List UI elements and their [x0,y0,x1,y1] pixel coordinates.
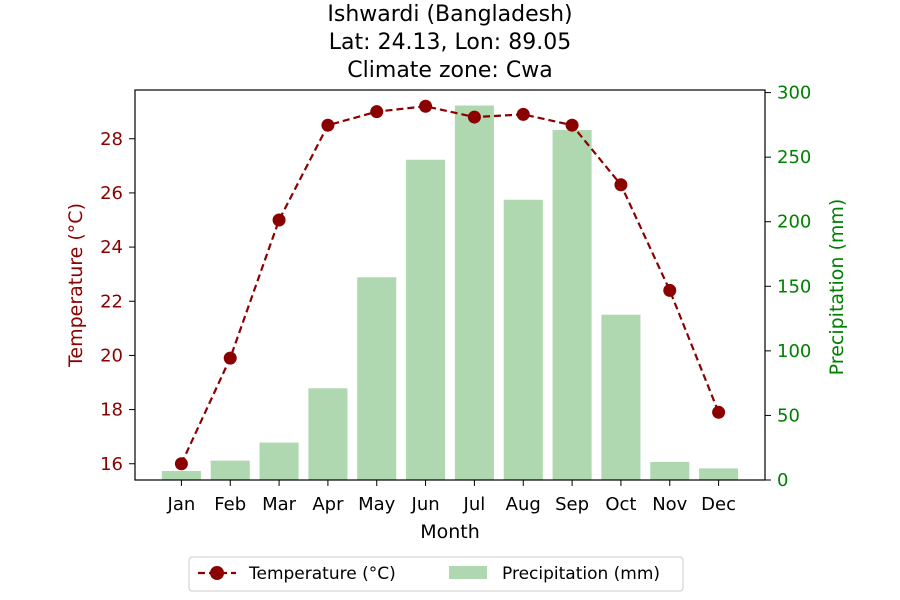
right-tick-label: 0 [777,470,788,491]
legend-precipitation-label: Precipitation (mm) [502,564,660,584]
left-tick-label: 26 [100,183,123,204]
temperature-point-dec [712,405,726,419]
temperature-line [174,99,726,471]
left-tick-label: 20 [100,345,123,366]
legend-frame [188,556,684,592]
x-tick-label-may: May [358,494,396,515]
x-tick-label-sep: Sep [555,494,589,515]
right-tick-label: 300 [777,83,811,104]
temperature-point-mar [272,213,286,227]
temperature-point-sep [565,118,579,132]
x-tick-label-jul: Jul [463,494,486,515]
y-axis-label-temperature: Temperature (°C) [65,203,87,368]
legend-precipitation-swatch [449,566,487,579]
temperature-point-aug [516,107,530,121]
temperature-point-jun [419,99,433,113]
precip-bar-feb [210,460,250,480]
precip-bar-jan [161,470,201,480]
left-tick-label: 16 [100,454,123,475]
temperature-point-feb [223,351,237,365]
right-tick-label: 100 [777,341,811,362]
left-tick-label: 24 [100,237,123,258]
x-tick-label-feb: Feb [214,494,246,515]
legend-temperature-label: Temperature (°C) [248,564,396,584]
chart-title: Ishwardi (Bangladesh) Lat: 24.13, Lon: 8… [327,2,572,83]
precip-bar-nov [650,461,690,480]
temperature-point-may [370,105,384,119]
precip-bar-may [357,277,397,480]
precip-bar-dec [699,468,739,480]
title-line-coordinates: Lat: 24.13, Lon: 89.05 [329,30,571,55]
precip-bar-mar [259,442,299,480]
precip-bar-jun [406,159,446,480]
precip-bar-sep [552,130,592,480]
x-tick-label-jan: Jan [167,494,196,515]
precip-bar-jul [454,105,494,480]
x-tick-label-aug: Aug [506,494,541,515]
right-tick-label: 50 [777,405,800,426]
temperature-point-jan [174,457,188,471]
left-tick-label: 28 [100,129,123,150]
precipitation-bars [161,105,739,480]
x-axis-label: Month [420,521,480,543]
right-tick-label: 250 [777,147,811,168]
precip-bar-aug [503,199,543,480]
title-line-location: Ishwardi (Bangladesh) [327,2,572,27]
legend: Temperature (°C) Precipitation (mm) [188,556,684,592]
axes: 16 18 20 22 24 26 28 0 50 100 150 200 250 300 Jan Feb Ma… [100,83,811,515]
temperature-point-nov [663,283,677,297]
plot-frame [134,89,766,481]
precip-bar-oct [601,314,641,480]
x-tick-label-nov: Nov [652,494,687,515]
title-line-climate-zone: Climate zone: Cwa [347,58,552,83]
x-tick-label-mar: Mar [262,494,297,515]
precip-bar-apr [308,388,348,480]
right-tick-label: 150 [777,276,811,297]
left-tick-label: 22 [100,291,123,312]
legend-temperature-marker [210,566,224,580]
temperature-point-jul [467,110,481,124]
x-tick-label-dec: Dec [701,494,736,515]
x-tick-label-apr: Apr [312,494,344,515]
y-axis-label-precipitation: Precipitation (mm) [826,199,848,376]
x-tick-label-jun: Jun [411,494,440,515]
right-tick-label: 200 [777,212,811,233]
left-tick-label: 18 [100,400,123,421]
temperature-point-apr [321,118,335,132]
x-tick-label-oct: Oct [605,494,636,515]
temperature-point-oct [614,178,628,192]
